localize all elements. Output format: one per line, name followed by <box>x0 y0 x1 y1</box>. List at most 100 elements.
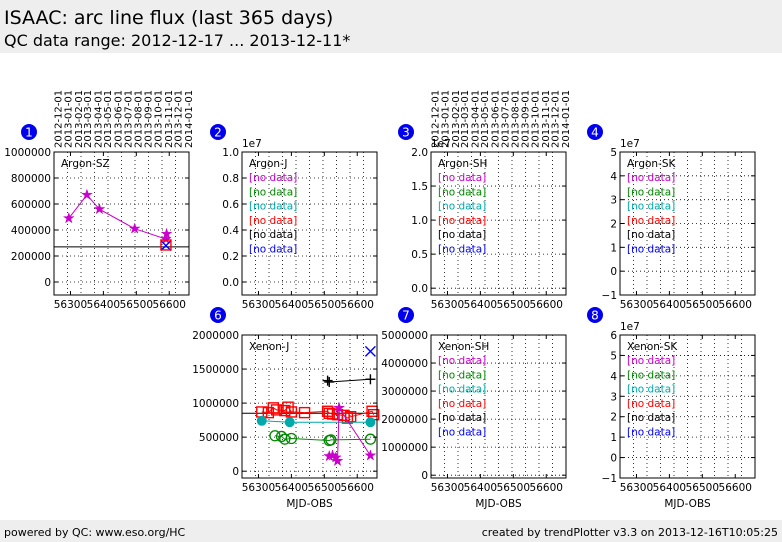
legend-entry: [no data] <box>627 244 675 256</box>
grid <box>242 335 377 478</box>
plot-frame <box>241 334 378 479</box>
top-date-tick-label: 2013-05-01 <box>480 90 491 148</box>
plot-frame <box>430 151 567 296</box>
top-date-tick-label: 2013-04-01 <box>93 90 104 148</box>
panel-number-badge <box>398 307 414 323</box>
y-tick-label: 5 <box>610 147 617 159</box>
legend-entry: [no data] <box>438 244 486 256</box>
top-date-tick-label: 2013-01-01 <box>441 90 452 148</box>
panel-number-badge <box>210 307 226 323</box>
grid <box>620 152 755 295</box>
data-series <box>160 239 172 251</box>
legend-entry: [no data] <box>438 215 486 227</box>
legend-entry: [no data] <box>627 384 675 396</box>
y-axis-exponent: 1e7 <box>431 138 451 150</box>
x-tick-label: 56300 <box>242 482 275 494</box>
star-marker <box>331 454 344 467</box>
circle-marker <box>284 417 295 428</box>
page-subtitle: QC data range: 2012-12-17 ... 2013-12-11… <box>4 31 351 50</box>
top-date-tick-label: 2013-12-01 <box>174 90 185 148</box>
legend-entry: [no data] <box>438 384 486 396</box>
legend-entry: [no data] <box>249 229 297 241</box>
x-axis-label: MJD-OBS <box>475 498 522 510</box>
y-tick-label: 0 <box>610 266 617 278</box>
square-marker <box>270 404 283 416</box>
panel-number: 4 <box>591 126 599 140</box>
top-date-tick-label: 2013-07-01 <box>500 90 511 148</box>
chart-panel-7: 7 56300 56400 56500 56600 0 1000000 2000000 3000… <box>381 307 567 510</box>
x-tick-label: 56400 <box>464 482 497 494</box>
top-date-tick-label: 2013-08-01 <box>511 90 522 148</box>
panel-title: Argon-SK <box>627 158 677 170</box>
legend-entry: [no data] <box>249 186 297 198</box>
top-date-tick-label: 2014-01-01 <box>184 90 195 148</box>
plus-marker <box>322 375 333 386</box>
plot-frame <box>53 151 190 296</box>
legend-entry: [no data] <box>249 244 297 256</box>
panel-number-badge <box>210 124 226 140</box>
grid <box>620 335 755 478</box>
y-tick-label: 0.0 <box>411 283 428 295</box>
x-tick-label: 56500 <box>497 482 530 494</box>
panel-title: Xenon-J <box>249 341 289 353</box>
data-series <box>269 430 377 447</box>
top-date-tick-label: 2012-12-01 <box>431 90 442 148</box>
y-tick-label: 1000000 <box>192 398 239 410</box>
circle-marker <box>325 434 337 446</box>
x-tick-label: 56300 <box>54 299 87 311</box>
plot-area <box>431 335 566 478</box>
panel-title: Argon-SZ <box>61 158 110 170</box>
top-date-tick-label: 2013-05-01 <box>103 90 114 148</box>
x-tick-label: 56600 <box>719 299 752 311</box>
y-tick-label: 800000 <box>11 173 51 185</box>
panel-number: 1 <box>25 126 33 140</box>
chart-panel-2: 2 56300 56400 56500 56600 0.0 0.2 0.4 0.6 0.8 1.01… <box>210 124 378 311</box>
x-marker <box>364 345 376 357</box>
panel-title: Xenon-SK <box>627 341 678 353</box>
footer-created: created by trendPlotter v3.3 on 2013-12-… <box>481 526 778 539</box>
y-tick-label: 1500000 <box>192 364 239 376</box>
top-date-tick-label: 2013-09-01 <box>521 90 532 148</box>
page-title: ISAAC: arc line flux (last 365 days) <box>4 7 334 29</box>
star-marker <box>62 211 75 224</box>
y-tick-label: 2000000 <box>192 330 239 342</box>
legend-entry: [no data] <box>627 355 675 367</box>
y-tick-label: 1 <box>610 242 617 254</box>
plus-marker <box>324 376 335 387</box>
x-tick-label: 56400 <box>653 482 686 494</box>
top-date-tick-label: 2013-07-01 <box>123 90 134 148</box>
top-date-tick-label: 2013-10-01 <box>154 90 165 148</box>
top-date-tick-label: 2013-12-01 <box>551 90 562 148</box>
y-tick-label: 0.2 <box>222 251 239 263</box>
star-marker <box>333 401 346 413</box>
y-tick-label: −1 <box>602 473 617 485</box>
x-tick-label: 56600 <box>530 482 563 494</box>
top-date-tick-label: 2012-12-01 <box>54 90 65 148</box>
x-axis-label: MJD-OBS <box>664 498 711 510</box>
y-tick-label: 0.4 <box>222 225 239 237</box>
y-tick-label: 2.0 <box>411 147 428 159</box>
plot-area <box>620 335 755 478</box>
top-date-tick-label: 2013-06-01 <box>113 90 124 148</box>
y-tick-label: 600000 <box>11 199 51 211</box>
y-tick-label: 4000000 <box>381 358 428 370</box>
y-tick-label: 3 <box>610 195 617 207</box>
square-marker <box>285 406 298 418</box>
grid <box>431 335 566 478</box>
star-marker <box>93 202 106 215</box>
grid <box>431 152 566 295</box>
x-tick-label: 56500 <box>308 482 341 494</box>
y-tick-label: 400000 <box>11 225 51 237</box>
series-line <box>274 435 371 442</box>
top-date-tick-label: 2013-06-01 <box>490 90 501 148</box>
star-marker <box>160 227 173 239</box>
top-date-tick-label: 2013-03-01 <box>83 90 94 148</box>
square-marker <box>267 402 279 414</box>
data-series <box>364 345 376 357</box>
panel-title: Xenon-SH <box>438 341 489 353</box>
footer-bar: powered by QC: www.eso.org/HC created by… <box>0 520 782 542</box>
x-tick-label: 56600 <box>341 482 374 494</box>
y-tick-label: 1000000 <box>4 147 51 159</box>
y-axis-exponent: 1e7 <box>242 138 262 150</box>
y-tick-label: 5000000 <box>381 330 428 342</box>
